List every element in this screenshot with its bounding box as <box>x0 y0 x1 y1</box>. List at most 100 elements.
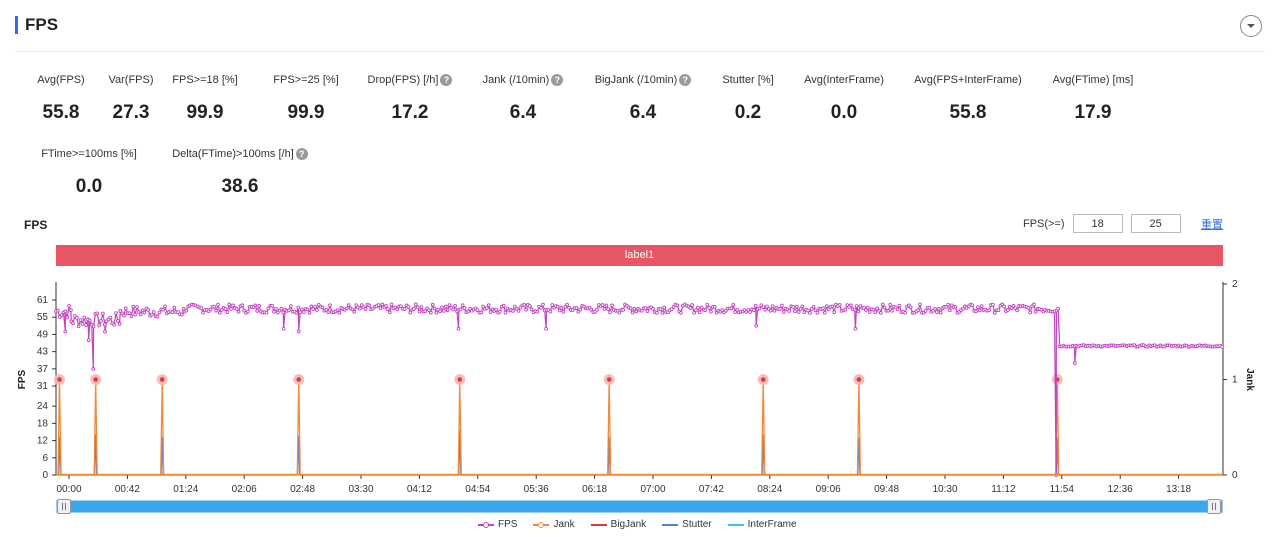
fps-point <box>908 305 913 310</box>
fps-point <box>427 308 431 313</box>
legend-item[interactable]: FPS <box>478 519 517 530</box>
x-tick-label: 00:42 <box>115 484 140 495</box>
fps-point <box>412 307 416 311</box>
fps-point <box>987 308 991 313</box>
fps-point <box>705 302 710 307</box>
fps-point <box>387 310 392 315</box>
x-tick-label: 13:18 <box>1166 484 1191 495</box>
fps-point <box>1011 304 1016 308</box>
legend-label: Jank <box>553 519 575 530</box>
x-tick-label: 04:12 <box>407 484 432 495</box>
jank-spike <box>57 379 62 476</box>
fps-point <box>380 302 385 307</box>
stat-value: 55.8 <box>42 102 80 123</box>
fps-point <box>1009 306 1014 310</box>
reset-link[interactable]: 重置 <box>1201 219 1223 231</box>
legend-item[interactable]: InterFrame <box>727 519 797 530</box>
help-icon[interactable]: ? <box>679 74 692 86</box>
timeline-scrollbar[interactable] <box>56 500 1223 513</box>
fps-point <box>936 306 941 311</box>
x-tick-label: 08:24 <box>757 484 782 495</box>
scrollbar-left-handle[interactable] <box>57 499 71 514</box>
fps-point <box>212 304 217 309</box>
stat-value: 6.4 <box>629 102 657 123</box>
fps-point <box>71 321 75 326</box>
fps-point <box>475 308 480 312</box>
fps-point <box>74 315 79 320</box>
y2-tick-label: 1 <box>1232 375 1238 386</box>
x-tick-label: 04:54 <box>465 484 490 495</box>
legend-item[interactable]: Stutter <box>662 519 712 530</box>
fps-point <box>916 308 921 313</box>
fps-point <box>408 310 413 315</box>
fps-point <box>172 305 177 310</box>
label-band[interactable]: label1 <box>56 245 1223 266</box>
x-tick-label: 11:54 <box>1050 484 1075 495</box>
scrollbar-right-handle[interactable] <box>1207 499 1221 514</box>
fps-threshold-input-1[interactable] <box>1072 214 1123 233</box>
collapse-toggle-button[interactable] <box>1240 15 1262 37</box>
fps-point <box>440 305 444 310</box>
fps-point <box>234 307 239 311</box>
fps-point <box>65 315 70 320</box>
fps-point <box>101 311 105 316</box>
fps-point <box>63 329 68 334</box>
chevron-down-icon <box>1247 24 1255 28</box>
stat-label: FTime>=100ms [%] <box>41 148 137 160</box>
fps-point <box>216 302 220 307</box>
fps-point <box>535 309 540 314</box>
fps-point <box>82 315 87 320</box>
fps-point <box>589 307 594 312</box>
jank-spike <box>93 379 98 476</box>
fps-point <box>69 308 73 313</box>
fps-point <box>163 304 167 309</box>
fps-point <box>236 309 241 314</box>
help-icon[interactable]: ? <box>295 148 308 160</box>
fps-point <box>578 307 583 312</box>
fps-point <box>272 309 276 314</box>
fps-point <box>864 308 868 312</box>
fps-point <box>514 306 519 311</box>
fps-point <box>488 310 493 314</box>
fps-point <box>86 338 91 343</box>
y-tick-label: 55 <box>37 312 49 323</box>
fps-point <box>456 326 461 331</box>
fps-point <box>1005 308 1010 312</box>
y-tick-label: 61 <box>37 295 49 306</box>
fps-point <box>697 310 702 315</box>
jank-marker <box>57 377 62 382</box>
fps-point <box>246 309 250 314</box>
fps-point <box>658 307 663 311</box>
x-tick-label: 01:24 <box>173 484 198 495</box>
stat-label: FPS>=25 [%] <box>273 74 338 86</box>
fps-point <box>486 303 491 308</box>
fps-point <box>895 307 900 312</box>
stat-tile: Delta(FTime)>100ms [/h]? 38.6 <box>160 144 320 198</box>
fps-point <box>731 302 736 307</box>
stat-tile: BigJank (/10min)? 6.4 <box>563 70 723 124</box>
fps-point <box>59 313 64 317</box>
fps-threshold-input-2[interactable] <box>1130 214 1181 233</box>
fps-point <box>122 313 126 318</box>
fps-filter-label: FPS(>=) <box>1023 217 1065 230</box>
fps-point <box>214 308 218 313</box>
fps-point <box>279 306 284 311</box>
fps-point <box>428 310 433 315</box>
legend-item[interactable]: Jank <box>533 519 575 530</box>
help-icon[interactable]: ? <box>551 74 564 86</box>
fps-point <box>608 310 612 315</box>
fps-point <box>768 308 773 313</box>
help-icon[interactable]: ? <box>440 74 453 86</box>
stat-tile: Avg(FTime) [ms] 17.9 <box>1013 70 1173 124</box>
fps-point <box>806 308 810 313</box>
fps-point <box>712 304 717 309</box>
jank-marker <box>856 377 862 382</box>
legend-item[interactable]: BigJank <box>590 519 646 530</box>
fps-point <box>843 307 848 312</box>
fps-point <box>97 323 102 328</box>
fps-point <box>140 308 145 313</box>
fps-point <box>602 307 607 311</box>
fps-point <box>888 302 893 307</box>
fps-point <box>406 304 411 309</box>
